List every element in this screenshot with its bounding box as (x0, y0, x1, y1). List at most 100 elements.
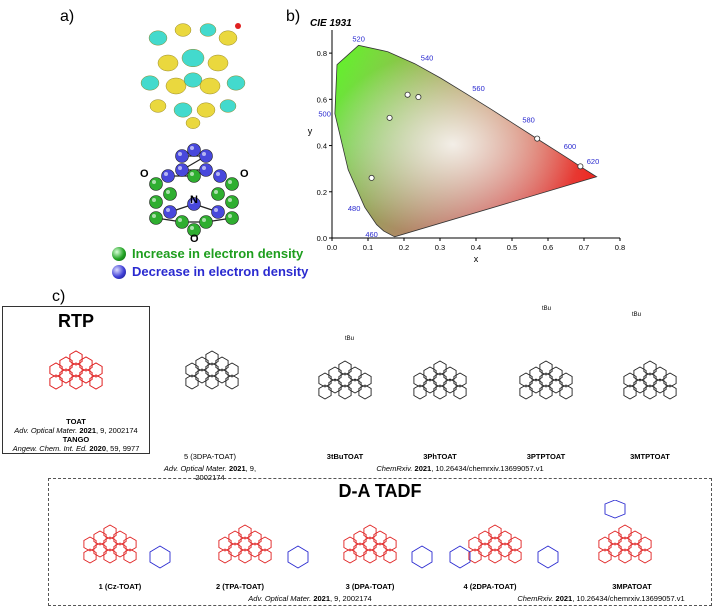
x-tick-label: 0.6 (543, 243, 553, 252)
ring (228, 542, 242, 558)
ring (69, 350, 83, 366)
ring (215, 368, 229, 384)
increase-density-sphere (211, 187, 225, 201)
sphere-highlight (190, 146, 194, 150)
mol5-name: 5 (3DPA-TOAT) (183, 452, 237, 461)
x-tick-label: 0.1 (363, 243, 373, 252)
sphere-highlight (152, 214, 156, 218)
sphere-highlight (164, 172, 168, 176)
ring (598, 548, 612, 564)
ring (383, 548, 397, 564)
wavelength-label: 520 (352, 34, 365, 43)
spectral-locus (334, 44, 598, 238)
ring (318, 372, 332, 388)
tadf-cite-rest: , 9, 2002174 (330, 594, 372, 603)
ring (433, 372, 447, 388)
sphere-highlight (190, 200, 194, 204)
orbital-lobe (207, 54, 229, 72)
oxygen-label-right: O (240, 168, 249, 180)
ring (205, 362, 219, 378)
decrease-density-sphere (187, 143, 201, 157)
ring (423, 378, 437, 394)
sphere-highlight (202, 166, 206, 170)
ring (238, 536, 252, 552)
chart-title: CIE 1931 (310, 18, 352, 29)
ring (488, 536, 502, 552)
sphere-highlight (228, 180, 232, 184)
ring (103, 524, 117, 540)
mol5-cite-year: 2021 (228, 464, 246, 473)
toat-citation: Adv. Optical Mater. 2021, 9, 2002174 (3, 426, 149, 435)
ring (228, 530, 242, 546)
increase-density-sphere (149, 177, 163, 191)
ring (519, 372, 533, 388)
ring (69, 374, 83, 390)
ring (338, 372, 352, 388)
mol-3ptptoat-name: 3PTPTOAT (526, 452, 566, 461)
ring (383, 536, 397, 552)
tango-name: TANGO (62, 435, 90, 444)
gamut-fill-white (334, 45, 597, 237)
ring (343, 548, 357, 564)
chem-cite-journal: ChemRxiv. (376, 464, 413, 473)
y-tick-label: 0.2 (317, 188, 327, 197)
ring (123, 536, 137, 552)
ring (348, 378, 362, 394)
decrease-density-sphere (175, 163, 189, 177)
toat-cite-year: 2021 (79, 426, 96, 435)
ring (348, 366, 362, 382)
y-tick-label: 0.4 (317, 142, 327, 151)
ring (343, 536, 357, 552)
wavelength-label: 560 (472, 84, 485, 93)
x-tick-label: 0.3 (435, 243, 445, 252)
wavelength-label: 460 (365, 230, 378, 239)
orbital-lobe (140, 75, 160, 91)
increase-density-sphere (163, 187, 177, 201)
decrease-density-sphere (163, 205, 177, 219)
tbu-label-1: tBu (345, 336, 354, 342)
ring (453, 384, 467, 400)
toat-structure (49, 350, 103, 390)
ring (358, 372, 372, 388)
tango-cite-rest: , 59, 9977 (106, 444, 140, 453)
ring (185, 374, 199, 390)
x-tick-label: 0.0 (327, 243, 337, 252)
ring (218, 536, 232, 552)
ring (539, 372, 553, 388)
ring (205, 374, 219, 390)
orbital-lobe (165, 77, 187, 95)
panel-b-label: b) (286, 8, 301, 25)
ring (413, 384, 427, 400)
tadf-mol5-name: 3MPATOAT (612, 582, 652, 591)
ring (529, 378, 543, 394)
oxygen-label-bottom: O (190, 233, 199, 244)
ring (468, 536, 482, 552)
mol-3phtoat-name: 3PhTOAT (423, 452, 457, 461)
orbital-lobe (173, 102, 193, 118)
orbital-lobe (196, 102, 216, 118)
sphere-highlight (152, 198, 156, 202)
ring (508, 536, 522, 552)
increase-density-sphere (225, 211, 239, 225)
ring (185, 362, 199, 378)
data-point (577, 163, 584, 170)
tadf-citation: Adv. Optical Mater. 2021, 9, 2002174 (230, 594, 390, 603)
rtp-box: RTP TOAT Adv. Optical Mater. 2021, 9, 20… (2, 306, 150, 454)
x-tick-label: 0.5 (507, 243, 517, 252)
ring (623, 372, 637, 388)
ring (353, 542, 367, 558)
y-tick-label: 0.0 (317, 234, 327, 243)
increase-density-sphere (149, 195, 163, 209)
orbital-lobe (219, 99, 237, 113)
ring (529, 366, 543, 382)
ring (443, 366, 457, 382)
sphere-highlight (228, 214, 232, 218)
ring (123, 548, 137, 564)
ring (238, 548, 252, 564)
mol5-cite-rest: , 9, 2002174 (195, 464, 257, 482)
increase-density-sphere (225, 177, 239, 191)
sphere-highlight (178, 152, 182, 156)
sphere-highlight (190, 226, 194, 230)
tadf-citation-2: ChemRxiv. 2021, 10.26434/chemrxiv.136990… (494, 594, 708, 603)
ring (653, 366, 667, 382)
